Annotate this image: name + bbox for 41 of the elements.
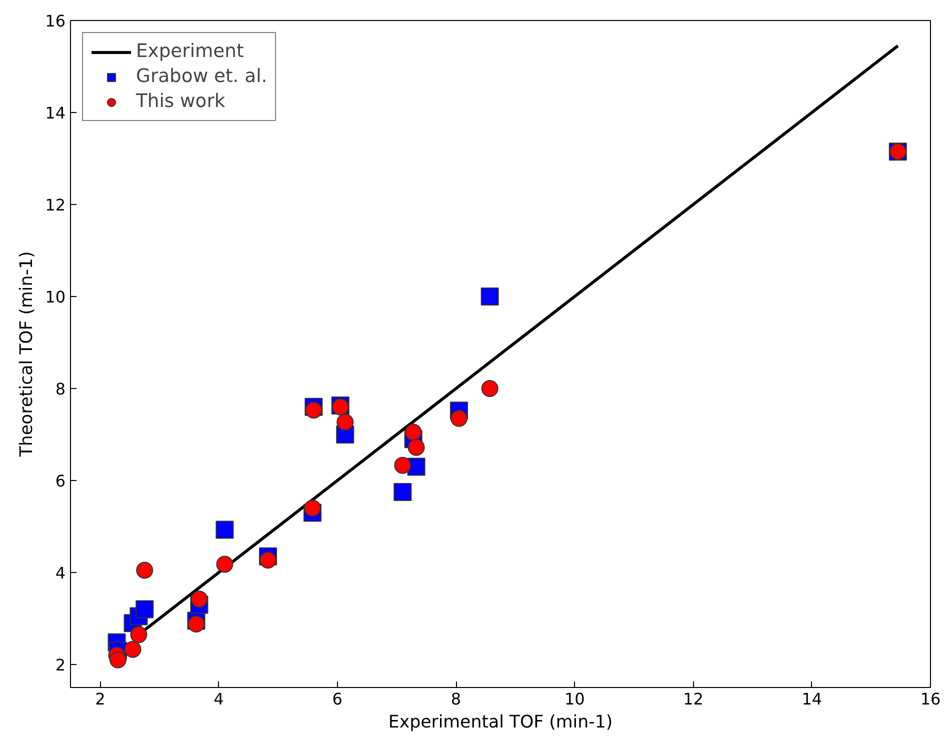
point <box>216 556 234 573</box>
x-tick-label: 2 <box>95 690 106 708</box>
x-tick-label: 6 <box>332 690 342 708</box>
point <box>136 562 154 579</box>
point <box>481 380 498 397</box>
x-tick-label: 14 <box>802 690 822 708</box>
legend-label: Grabow et. al. <box>136 66 268 87</box>
point <box>188 616 205 633</box>
y-tick-label: 8 <box>55 380 66 398</box>
x-tick-label: 16 <box>920 690 941 708</box>
y-tick-label: 16 <box>45 12 66 30</box>
x-tick-label: 4 <box>214 690 224 708</box>
y-tick-label: 6 <box>55 472 66 490</box>
point <box>124 640 142 658</box>
point <box>109 651 126 668</box>
point <box>336 414 354 431</box>
legend-label: This work <box>136 91 226 112</box>
point <box>216 520 234 539</box>
y-tick-label: 4 <box>55 564 66 582</box>
x-tick-label: 10 <box>564 690 585 708</box>
point <box>404 424 422 441</box>
point <box>136 600 154 618</box>
point <box>408 438 425 456</box>
point <box>394 483 412 501</box>
point <box>304 500 321 517</box>
y-axis-title: Theoretical TOF (min-1) <box>17 251 38 458</box>
point <box>260 552 277 569</box>
y-tick-label: 12 <box>45 196 66 214</box>
y-tick-label: 2 <box>55 656 66 674</box>
x-axis-title: Experimental TOF (min-1) <box>388 712 613 732</box>
point <box>394 456 412 474</box>
x-tick-label: 8 <box>450 690 462 708</box>
point <box>190 590 208 608</box>
y-tick-label: 14 <box>45 104 66 122</box>
legend-label: Experiment <box>136 41 244 62</box>
point <box>450 410 468 427</box>
point <box>130 626 148 644</box>
point <box>480 288 499 306</box>
y-tick-label: 10 <box>45 288 66 306</box>
x-tick-label: 12 <box>683 690 704 708</box>
point <box>305 402 322 419</box>
